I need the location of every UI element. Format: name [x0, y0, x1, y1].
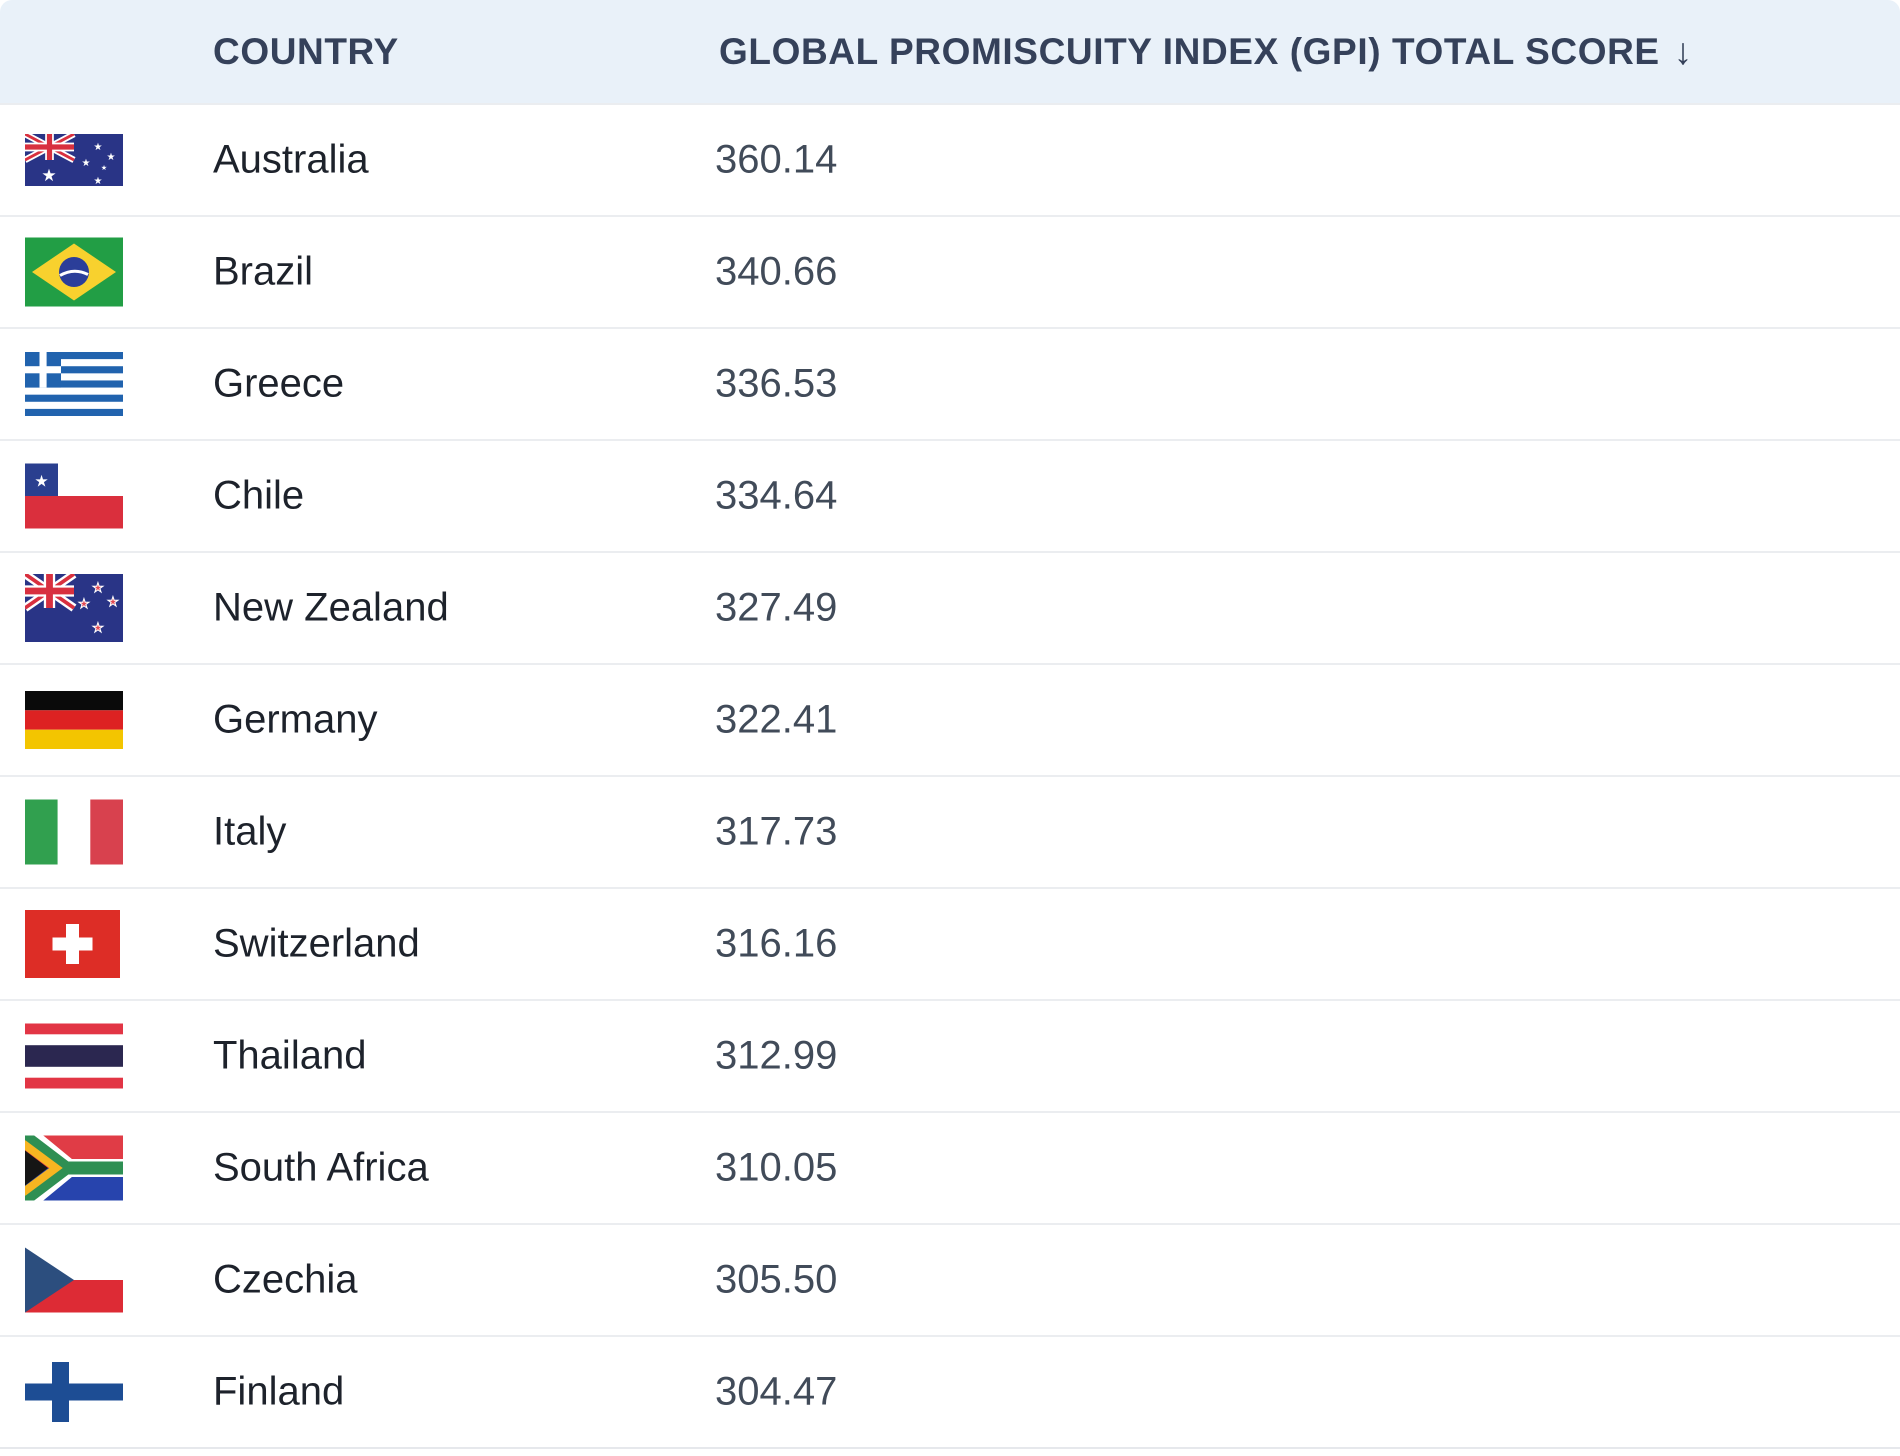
- germany-flag-icon: [25, 691, 123, 749]
- new-zealand-flag-icon: ★ ★ ★ ★: [25, 574, 123, 642]
- australia-flag-icon: ★ ★ ★ ★ ★ ★: [25, 134, 123, 186]
- score-value: 316.16: [715, 921, 838, 966]
- svg-text:★: ★: [41, 166, 56, 186]
- table-row: Greece 336.53: [0, 327, 1900, 439]
- country-name: Czechia: [213, 1257, 358, 1302]
- column-header-score[interactable]: GLOBAL PROMISCUITY INDEX (GPI) TOTAL SCO…: [719, 31, 1693, 73]
- country-name: Greece: [213, 361, 345, 406]
- score-value: 327.49: [715, 585, 838, 630]
- score-value: 310.05: [715, 1145, 838, 1190]
- table-row: ★ Chile 334.64: [0, 439, 1900, 551]
- svg-text:★: ★: [101, 164, 107, 172]
- country-name: Brazil: [213, 249, 314, 294]
- score-value: 305.50: [715, 1257, 838, 1302]
- score-value: 304.47: [715, 1369, 838, 1414]
- svg-text:★: ★: [34, 472, 48, 491]
- svg-text:★: ★: [92, 621, 104, 636]
- brazil-flag-icon: [25, 237, 123, 307]
- table-row: Brazil 340.66: [0, 215, 1900, 327]
- table-row: Switzerland 316.16: [0, 887, 1900, 999]
- svg-text:★: ★: [78, 597, 90, 612]
- country-name: Finland: [213, 1369, 345, 1414]
- table-row: ★ ★ ★ ★ New Zealand 327.49: [0, 551, 1900, 663]
- table-row: Czechia 305.50: [0, 1223, 1900, 1335]
- table-row: Finland 304.47: [0, 1335, 1900, 1447]
- country-name: Chile: [213, 473, 305, 518]
- thailand-flag-icon: [25, 1023, 123, 1089]
- table-row: Germany 322.41: [0, 663, 1900, 775]
- country-name: Switzerland: [213, 921, 420, 966]
- svg-text:★: ★: [92, 581, 104, 596]
- score-value: 334.64: [715, 473, 838, 518]
- svg-text:★: ★: [107, 595, 119, 610]
- country-name: South Africa: [213, 1145, 429, 1190]
- svg-text:★: ★: [82, 158, 91, 169]
- table-row: Thailand 312.99: [0, 999, 1900, 1111]
- score-value: 317.73: [715, 809, 838, 854]
- score-value: 340.66: [715, 249, 838, 294]
- czechia-flag-icon: [25, 1247, 123, 1313]
- country-name: New Zealand: [213, 585, 449, 630]
- chile-flag-icon: ★: [25, 463, 123, 529]
- italy-flag-icon: [25, 799, 123, 865]
- country-name: Italy: [213, 809, 287, 854]
- greece-flag-icon: [25, 352, 123, 416]
- svg-text:★: ★: [94, 176, 103, 186]
- table-header: COUNTRY GLOBAL PROMISCUITY INDEX (GPI) T…: [0, 0, 1900, 103]
- svg-text:★: ★: [94, 142, 103, 153]
- score-value: 322.41: [715, 697, 838, 742]
- south-africa-flag-icon: [25, 1135, 123, 1201]
- score-value: 312.99: [715, 1033, 838, 1078]
- finland-flag-icon: [25, 1362, 123, 1422]
- score-value: 336.53: [715, 361, 838, 406]
- switzerland-flag-icon: [25, 910, 120, 978]
- country-name: Australia: [213, 137, 369, 182]
- table-row: Italy 317.73: [0, 775, 1900, 887]
- country-name: Thailand: [213, 1033, 367, 1078]
- arrow-down-icon: ↓: [1673, 30, 1693, 72]
- table-row: ★ ★ ★ ★ ★ ★ Australia 360.14: [0, 103, 1900, 215]
- table-row: South Africa 310.05: [0, 1111, 1900, 1223]
- svg-text:★: ★: [107, 152, 116, 163]
- score-value: 360.14: [715, 137, 838, 182]
- country-name: Germany: [213, 697, 378, 742]
- column-header-score-label: GLOBAL PROMISCUITY INDEX (GPI) TOTAL SCO…: [719, 30, 1660, 72]
- table-body: ★ ★ ★ ★ ★ ★ Australia 360.14 Brazil 340.66 Gr…: [0, 103, 1900, 1449]
- column-header-country[interactable]: COUNTRY: [213, 30, 399, 72]
